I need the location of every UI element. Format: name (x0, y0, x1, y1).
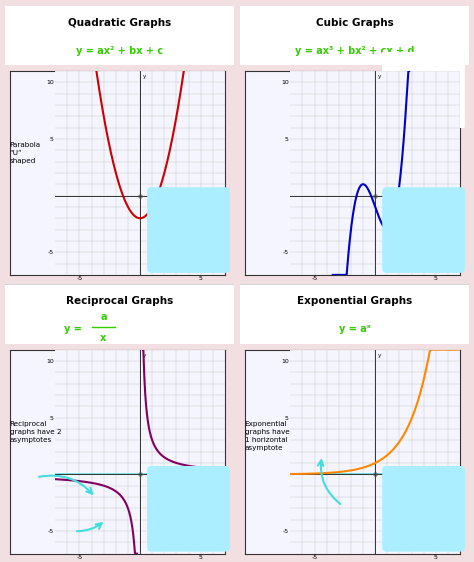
FancyBboxPatch shape (147, 187, 230, 273)
FancyBboxPatch shape (237, 284, 472, 345)
FancyBboxPatch shape (2, 284, 237, 345)
Text: x: x (100, 333, 107, 343)
Text: a: a (100, 312, 107, 322)
Text: Exponential
graphs have
1 horizontal
asymptote: Exponential graphs have 1 horizontal asy… (245, 421, 290, 451)
Text: x: x (453, 188, 456, 193)
Text: x: x (218, 466, 221, 472)
Text: y: y (378, 353, 381, 358)
Text: y = ax³ + bx² + cx + d: y = ax³ + bx² + cx + d (295, 46, 414, 56)
FancyBboxPatch shape (382, 187, 465, 273)
Text: x: x (218, 188, 221, 193)
Text: y = ax² + bx + c: y = ax² + bx + c (76, 46, 163, 56)
Text: x: x (453, 466, 456, 472)
Text: Cubic Graphs: Cubic Graphs (316, 17, 393, 28)
Text: Quadratic Graphs: Quadratic Graphs (68, 17, 171, 28)
Text: Cubic
curves are
“S” shaped: Cubic curves are “S” shaped (404, 76, 443, 97)
Text: Highest
power
is - 1: Highest power is - 1 (170, 491, 207, 523)
Text: Reciprocal Graphs: Reciprocal Graphs (66, 296, 173, 306)
Text: y: y (143, 353, 146, 358)
Text: Highest
power
is x: Highest power is x (405, 491, 442, 523)
Text: y = aˣ: y = aˣ (339, 324, 370, 334)
Text: y: y (378, 74, 381, 79)
Text: y: y (143, 74, 146, 79)
FancyBboxPatch shape (2, 5, 237, 66)
Text: Reciprocal
graphs have 2
asymptotes: Reciprocal graphs have 2 asymptotes (9, 421, 61, 443)
Text: Highest
power
is 2: Highest power is 2 (170, 212, 207, 244)
Text: Exponential Graphs: Exponential Graphs (297, 296, 412, 306)
FancyBboxPatch shape (147, 466, 230, 552)
FancyBboxPatch shape (382, 466, 465, 552)
Text: y =: y = (64, 324, 85, 334)
Text: Parabola
“U”
shaped: Parabola “U” shaped (9, 142, 41, 164)
FancyBboxPatch shape (237, 5, 472, 66)
FancyBboxPatch shape (381, 51, 465, 129)
Text: Highest
power
is 3: Highest power is 3 (405, 212, 442, 244)
